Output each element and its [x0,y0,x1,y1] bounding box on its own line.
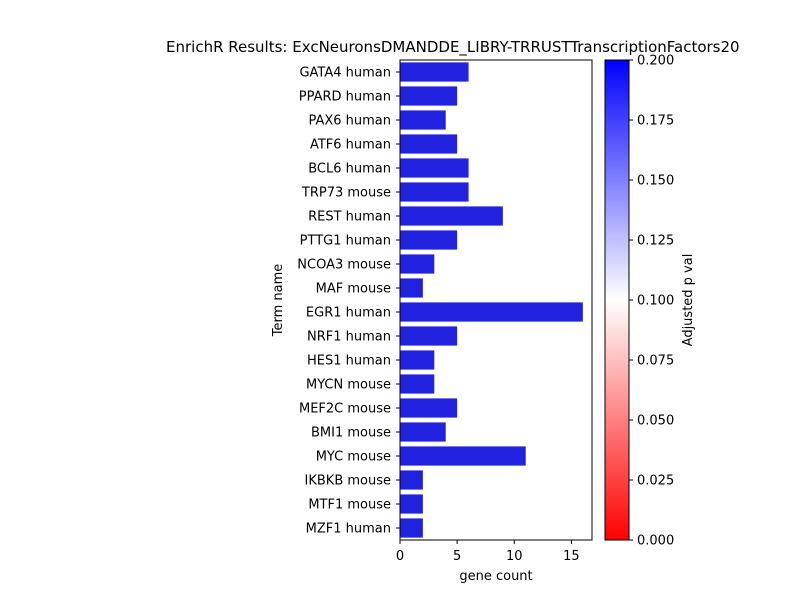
bar [400,398,458,418]
colorbar [604,59,630,541]
y-tick-label: ATF6 human [310,138,391,153]
y-axis-label: Term name [271,264,286,338]
bar [400,470,423,490]
colorbar-tick-label: 0.000 [637,534,674,549]
colorbar-tick-label: 0.025 [637,474,674,489]
x-tick-label: 0 [396,549,404,564]
x-tick-label: 15 [563,549,580,564]
x-ticks: 0 5 10 15 [396,540,580,564]
x-axis-label: gene count [459,569,532,584]
y-tick-label: EGR1 human [306,306,391,321]
bar [400,446,526,466]
bar [400,302,583,322]
y-tick-label: REST human [308,210,391,225]
colorbar-label: Adjusted p val [681,254,696,347]
colorbar-tick-label: 0.125 [637,234,674,249]
bar [400,518,423,538]
bar [400,422,446,442]
chart-title: EnrichR Results: ExcNeuronsDMANDDE_LIBRY… [166,38,740,57]
bar [400,350,435,370]
y-tick-label: MYC mouse [316,450,391,465]
y-tick-label: MYCN mouse [306,378,391,393]
x-tick-label: 5 [453,549,461,564]
colorbar-tick-label: 0.200 [637,54,674,69]
y-tick-label: MEF2C mouse [299,402,391,417]
y-tick-label: MTF1 mouse [308,498,391,513]
bar [400,182,469,202]
bar [400,374,435,394]
y-tick-label: HES1 human [307,354,391,369]
bars [400,62,583,538]
y-tick-label: MZF1 human [306,522,391,537]
y-tick-label: NCOA3 mouse [297,258,391,273]
bar [400,278,423,298]
x-tick-label: 10 [506,549,523,564]
y-tick-label: BMI1 mouse [311,426,391,441]
y-tick-label: PTTG1 human [300,234,391,249]
bar [400,86,458,106]
y-tick-label: PAX6 human [308,114,391,129]
plot-frame [399,59,593,541]
bar [400,230,458,250]
colorbar-tick-label: 0.100 [637,294,674,309]
bar [400,134,458,154]
colorbar-ticks: 0.000 0.025 0.050 0.075 0.100 0.125 0.150 0.175… [629,54,674,549]
colorbar-tick-label: 0.175 [637,114,674,129]
colorbar-tick-label: 0.150 [637,174,674,189]
colorbar-tick-label: 0.050 [637,414,674,429]
bar [400,110,446,130]
y-tick-label: BCL6 human [308,162,391,177]
bar [400,158,469,178]
y-tick-label: MAF mouse [316,282,391,297]
y-tick-label: IKBKB mouse [305,474,391,489]
bar [400,62,469,82]
colorbar-tick-label: 0.075 [637,354,674,369]
y-tick-labels: GATA4 human PPARD human PAX6 human ATF6 hum… [297,66,400,537]
y-tick-label: NRF1 human [307,330,391,345]
y-tick-label: PPARD human [299,90,391,105]
y-tick-label: GATA4 human [299,66,391,81]
bar [400,206,503,226]
y-tick-label: TRP73 mouse [301,186,391,201]
bar [400,326,458,346]
bar [400,254,435,274]
bar [400,494,423,514]
